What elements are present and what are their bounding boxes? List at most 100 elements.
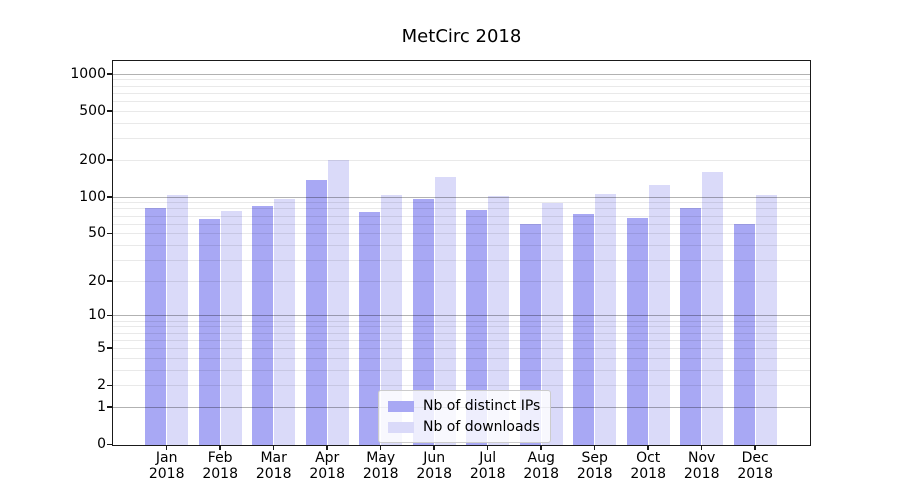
gridline-minor-50	[113, 233, 810, 235]
bar-aug-downloads	[541, 203, 563, 445]
legend-row-downloads: Nb of downloads	[388, 419, 540, 435]
gridline-minor-6	[113, 339, 810, 341]
x-tick-label-dec: Dec 2018	[737, 450, 773, 482]
x-tick-mark-oct	[647, 445, 649, 450]
y-tick-mark-5	[107, 347, 112, 349]
gridline-minor-5	[113, 347, 810, 349]
x-tick-mark-feb	[219, 445, 221, 450]
bar-may-downloads	[381, 195, 403, 445]
y-tick-label-50: 50	[88, 225, 106, 242]
y-tick-label-20: 20	[88, 272, 106, 289]
y-tick-label-1000: 1000	[70, 65, 106, 82]
y-tick-label-0: 0	[97, 436, 106, 452]
y-tick-label-1: 1	[97, 398, 106, 415]
y-tick-mark-1000	[107, 73, 112, 75]
bar-nov-distinct-ips	[680, 207, 702, 445]
y-tick-mark-0	[107, 443, 112, 445]
gridline-minor-2	[113, 385, 810, 387]
legend-label-downloads: Nb of downloads	[423, 419, 540, 435]
x-tick-mark-sep	[593, 445, 596, 450]
x-tick-mark-apr	[326, 445, 328, 450]
gridline-minor-9	[113, 320, 810, 322]
bar-sep-distinct-ips	[573, 214, 595, 445]
bar-jul-distinct-ips	[466, 209, 488, 445]
bar-dec-downloads	[755, 195, 777, 445]
x-tick-label-feb: Feb 2018	[202, 450, 238, 482]
bar-feb-downloads	[220, 211, 242, 445]
chart-title: MetCirc 2018	[401, 26, 522, 47]
y-tick-label-200: 200	[79, 151, 106, 168]
gridline-major-10	[113, 315, 810, 317]
gridline-minor-60	[113, 223, 810, 225]
y-tick-mark-100	[107, 196, 112, 198]
x-tick-label-jul: Jul 2018	[469, 450, 506, 482]
x-tick-mark-jul	[486, 445, 489, 450]
y-tick-label-100: 100	[79, 188, 106, 205]
gridline-minor-800	[113, 85, 810, 87]
bar-jan-distinct-ips	[145, 207, 167, 445]
bar-aug-distinct-ips	[519, 223, 541, 445]
gridline-minor-900	[113, 79, 810, 81]
x-tick-mark-nov	[700, 445, 703, 450]
bar-apr-downloads	[327, 159, 349, 445]
gridline-minor-70	[113, 215, 810, 217]
gridline-minor-600	[113, 101, 810, 103]
bar-oct-distinct-ips	[626, 217, 648, 445]
legend-row-distinct-ips: Nb of distinct IPs	[388, 398, 540, 414]
x-tick-label-jan: Jan 2018	[148, 450, 185, 482]
x-tick-label-may: May 2018	[362, 450, 399, 482]
bar-may-distinct-ips	[359, 211, 381, 445]
y-tick-mark-1	[107, 406, 112, 408]
gridline-minor-700	[113, 92, 810, 94]
bar-feb-distinct-ips	[198, 218, 220, 445]
bar-mar-downloads	[274, 199, 296, 445]
bar-sep-downloads	[595, 193, 617, 445]
y-tick-label-500: 500	[79, 102, 106, 119]
gridline-major-100	[113, 196, 810, 198]
bar-mar-distinct-ips	[252, 205, 274, 445]
x-tick-mark-dec	[754, 445, 756, 450]
y-tick-mark-200	[107, 159, 112, 161]
bar-jul-downloads	[488, 195, 510, 445]
gridline-minor-8	[113, 326, 810, 328]
y-tick-mark-50	[107, 232, 112, 235]
gridline-minor-80	[113, 208, 810, 210]
bar-jun-downloads	[434, 176, 456, 445]
gridline-minor-300	[113, 138, 810, 140]
x-tick-mark-aug	[540, 445, 542, 450]
x-tick-label-aug: Aug 2018	[523, 450, 559, 482]
y-tick-label-5: 5	[97, 339, 106, 356]
x-tick-label-oct: Oct 2018	[630, 450, 666, 482]
gridline-minor-90	[113, 202, 810, 204]
bar-jan-downloads	[167, 195, 189, 445]
legend-label-distinct-ips: Nb of distinct IPs	[423, 398, 541, 414]
bar-jun-distinct-ips	[412, 198, 434, 445]
bar-apr-distinct-ips	[305, 179, 327, 445]
y-tick-mark-2	[107, 384, 112, 387]
gridline-minor-7	[113, 332, 810, 334]
gridline-minor-40	[113, 244, 810, 246]
x-tick-mark-jan	[165, 445, 168, 450]
x-tick-label-nov: Nov 2018	[683, 450, 720, 482]
x-tick-label-sep: Sep 2018	[576, 450, 613, 482]
legend: Nb of distinct IPs Nb of downloads	[378, 390, 552, 443]
legend-swatch-distinct-ips	[388, 400, 414, 412]
gridline-minor-30	[113, 259, 810, 261]
gridline-major-1000	[113, 73, 810, 75]
gridline-minor-400	[113, 122, 810, 124]
gridline-minor-200	[113, 159, 810, 161]
x-tick-mark-may	[379, 445, 382, 450]
y-tick-mark-500	[107, 110, 112, 112]
gridline-minor-20	[113, 280, 810, 282]
x-tick-mark-jun	[433, 445, 435, 450]
y-tick-mark-20	[107, 280, 112, 282]
bar-nov-downloads	[702, 171, 724, 445]
plot-area: Nb of distinct IPs Nb of downloads	[112, 60, 811, 446]
legend-swatch-downloads	[388, 421, 414, 433]
y-tick-mark-10	[107, 314, 112, 317]
bar-oct-downloads	[648, 185, 670, 445]
gridline-minor-3	[113, 369, 810, 371]
x-tick-label-mar: Mar 2018	[255, 450, 292, 482]
x-tick-mark-mar	[272, 445, 275, 450]
